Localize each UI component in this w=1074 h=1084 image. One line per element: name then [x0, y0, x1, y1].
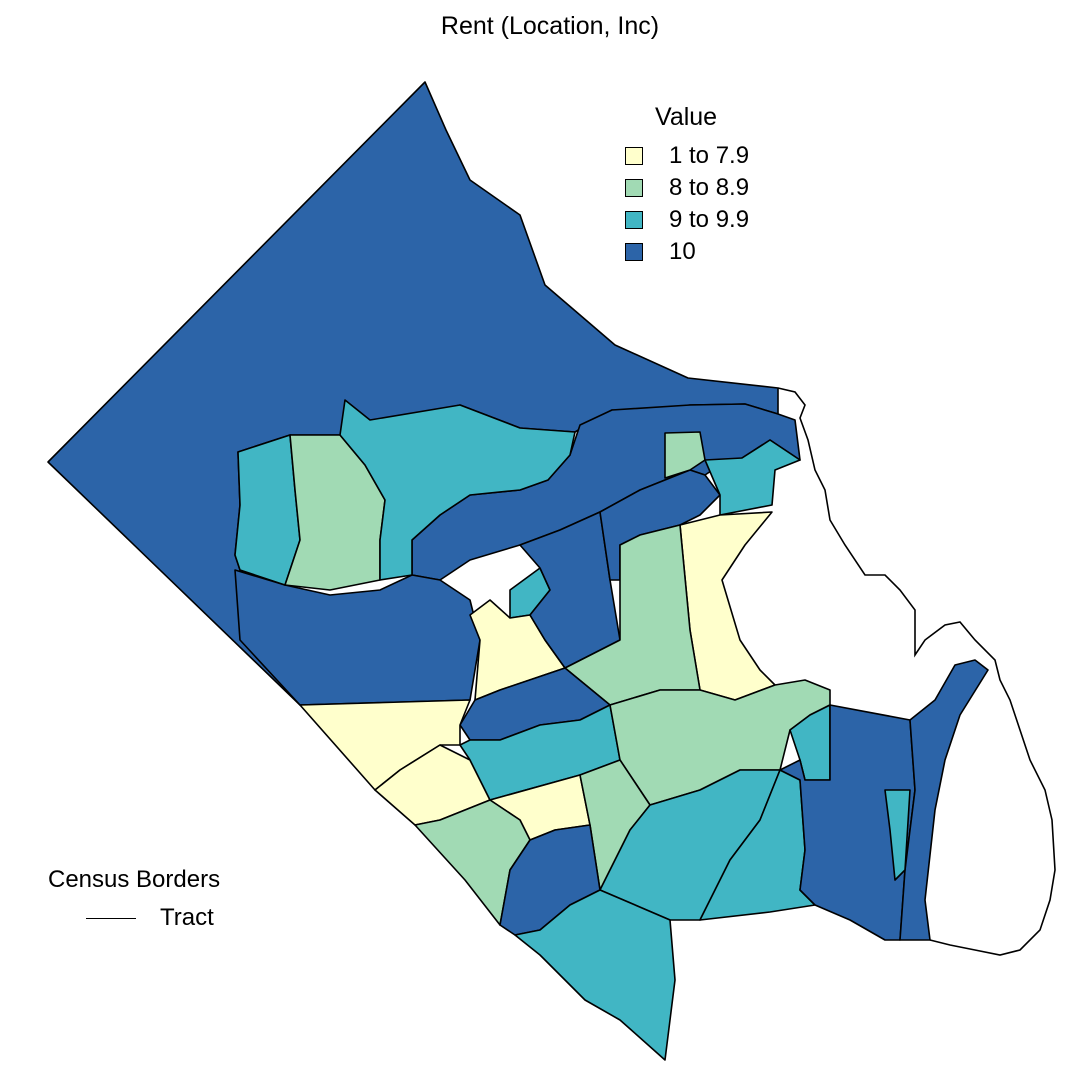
- borders-legend: Census Borders Tract: [48, 866, 220, 932]
- borders-legend-item: Tract: [86, 904, 220, 932]
- legend-swatch: [625, 211, 643, 229]
- tract-teal-west: [234, 434, 301, 586]
- legend: Value 1 to 7.9 8 to 8.9 9 to 9.9 10: [625, 103, 749, 268]
- legend-swatch: [625, 147, 643, 165]
- legend-item: 10: [625, 236, 749, 268]
- coastline: [777, 387, 1056, 956]
- legend-swatch: [625, 243, 643, 261]
- borders-legend-title: Census Borders: [48, 866, 221, 893]
- tract-teal-sliver: [884, 789, 911, 881]
- legend-title: Value: [655, 103, 718, 131]
- legend-item: 9 to 9.9: [625, 204, 749, 236]
- legend-label: 8 to 8.9: [669, 174, 750, 201]
- legend-item: 1 to 7.9: [625, 140, 749, 172]
- legend-label: 10: [669, 238, 696, 265]
- legend-item: 8 to 8.9: [625, 172, 749, 204]
- tract-teal-fs: [514, 889, 676, 1061]
- tract-blue-peninsula: [899, 659, 989, 941]
- tract-line-symbol: [86, 917, 136, 919]
- tract-green-ne: [664, 431, 706, 479]
- legend-label: 9 to 9.9: [669, 206, 750, 233]
- legend-label: 1 to 7.9: [669, 142, 750, 169]
- tract-teal-ne: [704, 439, 801, 516]
- borders-legend-label: Tract: [160, 904, 214, 931]
- map-title: Rent (Location, Inc): [440, 12, 660, 40]
- legend-swatch: [625, 179, 643, 197]
- tract-southwest: [234, 569, 481, 706]
- tract-teal-north: [339, 399, 576, 581]
